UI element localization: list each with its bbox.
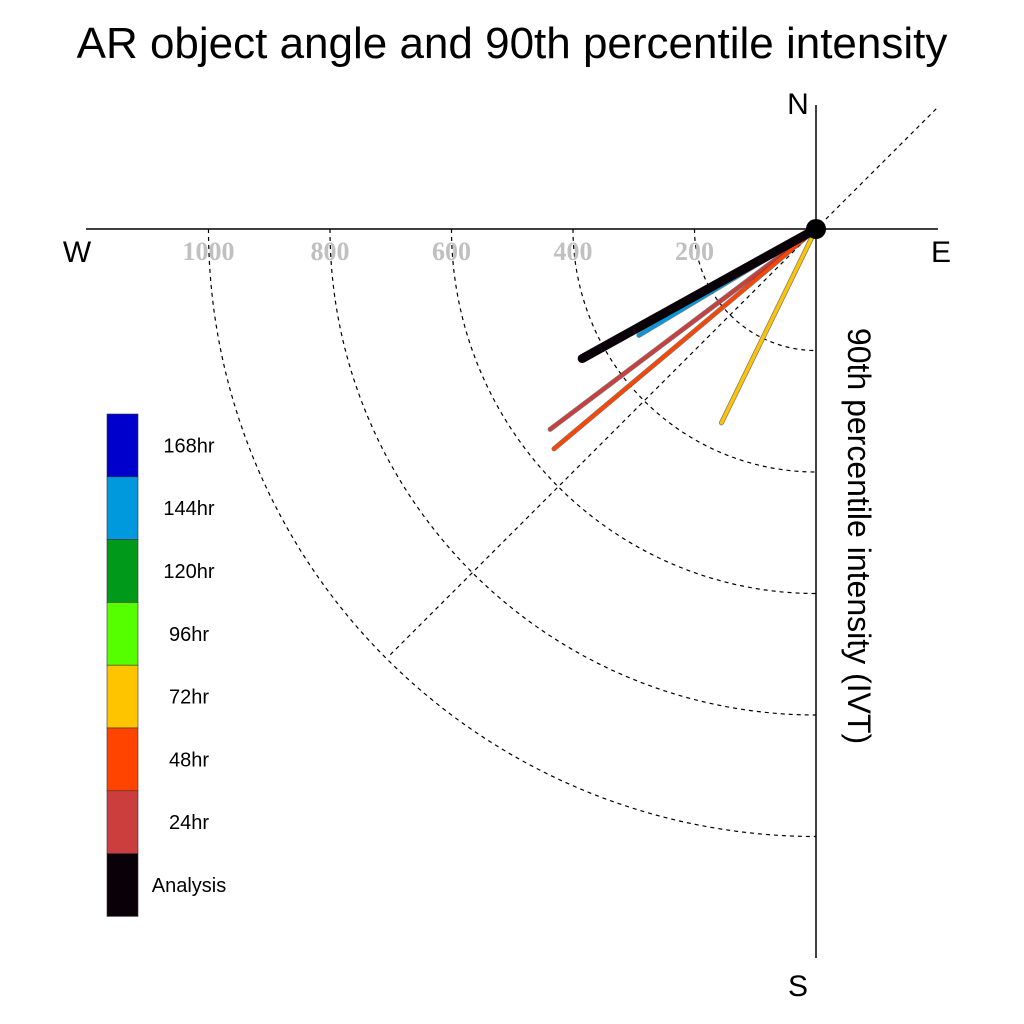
ring-label-800: 800	[311, 237, 350, 266]
series-line-Analysis	[577, 224, 821, 364]
series-lines	[547, 224, 821, 452]
legend-label-144hr: 144hr	[163, 498, 214, 520]
series-line-48hr	[552, 227, 818, 451]
legend: 168hr 144hr 120hr 96hr 72hr 48hr 24hr Analysis	[106, 413, 226, 917]
ring-label-1000: 1000	[183, 237, 235, 266]
series-line-72hr	[719, 227, 818, 425]
diagonal-reference-line	[389, 108, 937, 656]
legend-swatch-Analysis	[106, 853, 139, 917]
ring-label-400: 400	[554, 237, 593, 266]
series-line-24hr	[548, 227, 818, 432]
legend-label-24hr: 24hr	[169, 812, 209, 834]
west-label: W	[63, 236, 92, 269]
legend-label-96hr: 96hr	[169, 624, 209, 646]
legend-label-120hr: 120hr	[163, 561, 214, 583]
legend-label-Analysis: Analysis	[152, 875, 226, 897]
legend-swatch-168hr	[106, 413, 139, 478]
legend-label-72hr: 72hr	[169, 687, 209, 709]
east-label: E	[931, 236, 951, 269]
legend-swatch-72hr	[106, 664, 139, 729]
ring-1000	[207, 228, 817, 838]
legend-swatch-96hr	[106, 602, 139, 666]
south-label: S	[788, 970, 808, 1003]
legend-swatch-24hr	[106, 790, 139, 854]
origin-marker	[806, 219, 826, 239]
legend-label-48hr: 48hr	[169, 749, 209, 771]
legend-swatch-48hr	[106, 727, 139, 792]
legend-swatch-144hr	[106, 476, 139, 540]
chart-title: AR object angle and 90th percentile inte…	[77, 19, 948, 68]
polar-grid: 200 400 600 800 1000	[183, 108, 937, 838]
north-label: N	[787, 88, 809, 121]
ring-200	[693, 228, 817, 352]
ring-label-200: 200	[675, 237, 714, 266]
ring-800	[329, 228, 817, 716]
legend-label-168hr: 168hr	[163, 435, 214, 457]
radial-axis-label: 90th percentile intensity (IVT)	[841, 328, 877, 744]
legend-swatch-120hr	[106, 539, 139, 603]
ring-label-600: 600	[432, 237, 471, 266]
